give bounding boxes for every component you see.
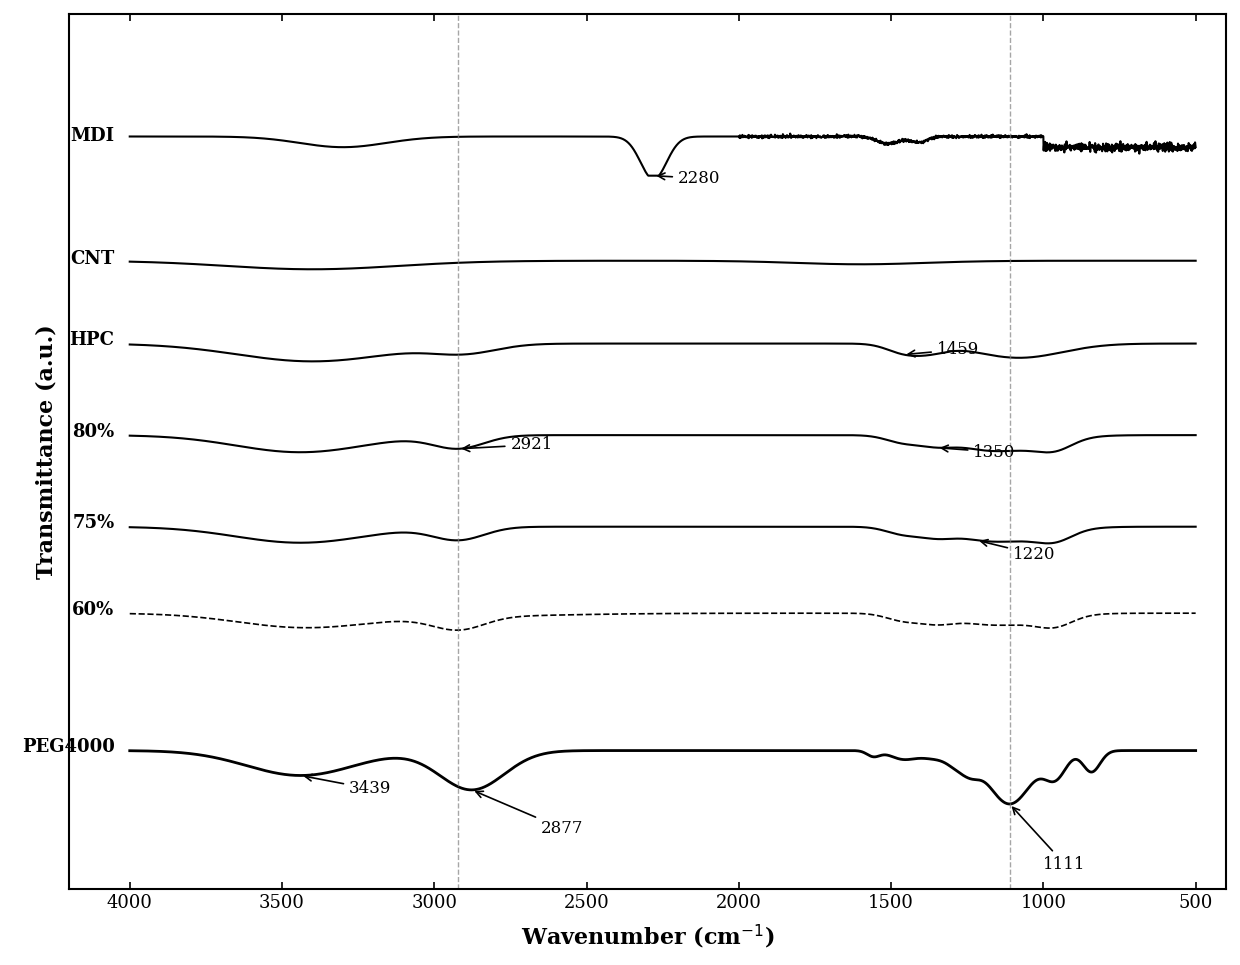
Text: 1111: 1111: [1013, 808, 1086, 872]
Text: CNT: CNT: [71, 250, 114, 267]
Text: 2280: 2280: [658, 170, 720, 187]
Text: 2921: 2921: [463, 436, 553, 454]
Text: PEG4000: PEG4000: [21, 738, 114, 756]
Text: 60%: 60%: [72, 600, 114, 619]
Text: HPC: HPC: [69, 331, 114, 349]
X-axis label: Wavenumber (cm$^{-1}$): Wavenumber (cm$^{-1}$): [521, 923, 774, 951]
Text: 2877: 2877: [476, 791, 583, 837]
Text: 3439: 3439: [305, 774, 392, 797]
Text: 75%: 75%: [72, 514, 114, 532]
Text: 1220: 1220: [981, 539, 1055, 563]
Y-axis label: Transmittance (a.u.): Transmittance (a.u.): [36, 324, 58, 579]
Text: MDI: MDI: [71, 127, 114, 146]
Text: 80%: 80%: [72, 423, 114, 441]
Text: 1459: 1459: [908, 342, 980, 358]
Text: 1350: 1350: [941, 444, 1016, 460]
